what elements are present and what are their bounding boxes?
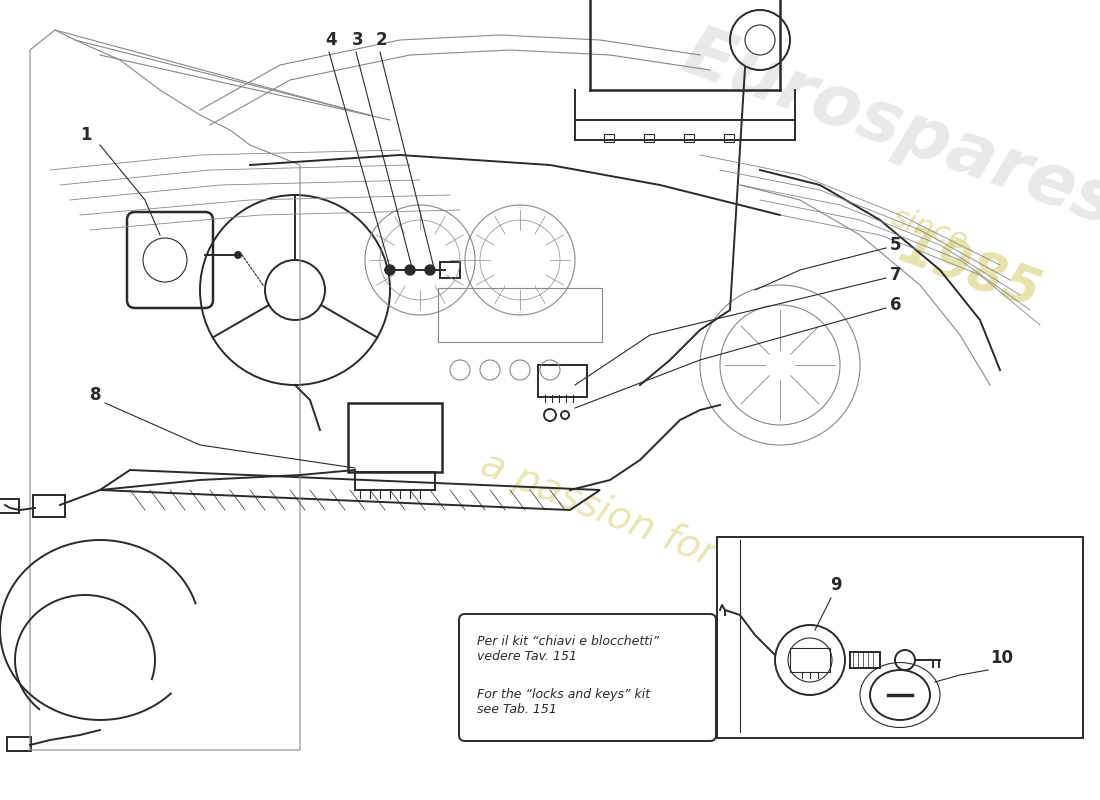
Text: For the “locks and keys” kit
see Tab. 151: For the “locks and keys” kit see Tab. 15… — [477, 688, 650, 716]
Text: 7: 7 — [890, 266, 902, 284]
Text: Per il kit “chiavi e blocchetti”
vedere Tav. 151: Per il kit “chiavi e blocchetti” vedere … — [477, 635, 659, 663]
Text: 8: 8 — [90, 386, 101, 404]
Text: 1985: 1985 — [892, 221, 1048, 319]
Circle shape — [405, 265, 415, 275]
Circle shape — [234, 251, 242, 259]
Text: a passion for parts: a passion for parts — [475, 445, 825, 615]
FancyBboxPatch shape — [717, 537, 1084, 738]
Text: since: since — [888, 203, 972, 257]
Circle shape — [425, 265, 435, 275]
Text: 1: 1 — [80, 126, 91, 144]
FancyBboxPatch shape — [459, 614, 716, 741]
Text: 9: 9 — [830, 576, 842, 594]
Circle shape — [385, 265, 395, 275]
Text: Eurospares: Eurospares — [673, 19, 1100, 241]
Text: 10: 10 — [990, 649, 1013, 667]
Text: 2: 2 — [376, 31, 387, 49]
Text: 6: 6 — [890, 296, 902, 314]
Text: 5: 5 — [890, 236, 902, 254]
Text: 3: 3 — [352, 31, 364, 49]
Text: 4: 4 — [324, 31, 337, 49]
